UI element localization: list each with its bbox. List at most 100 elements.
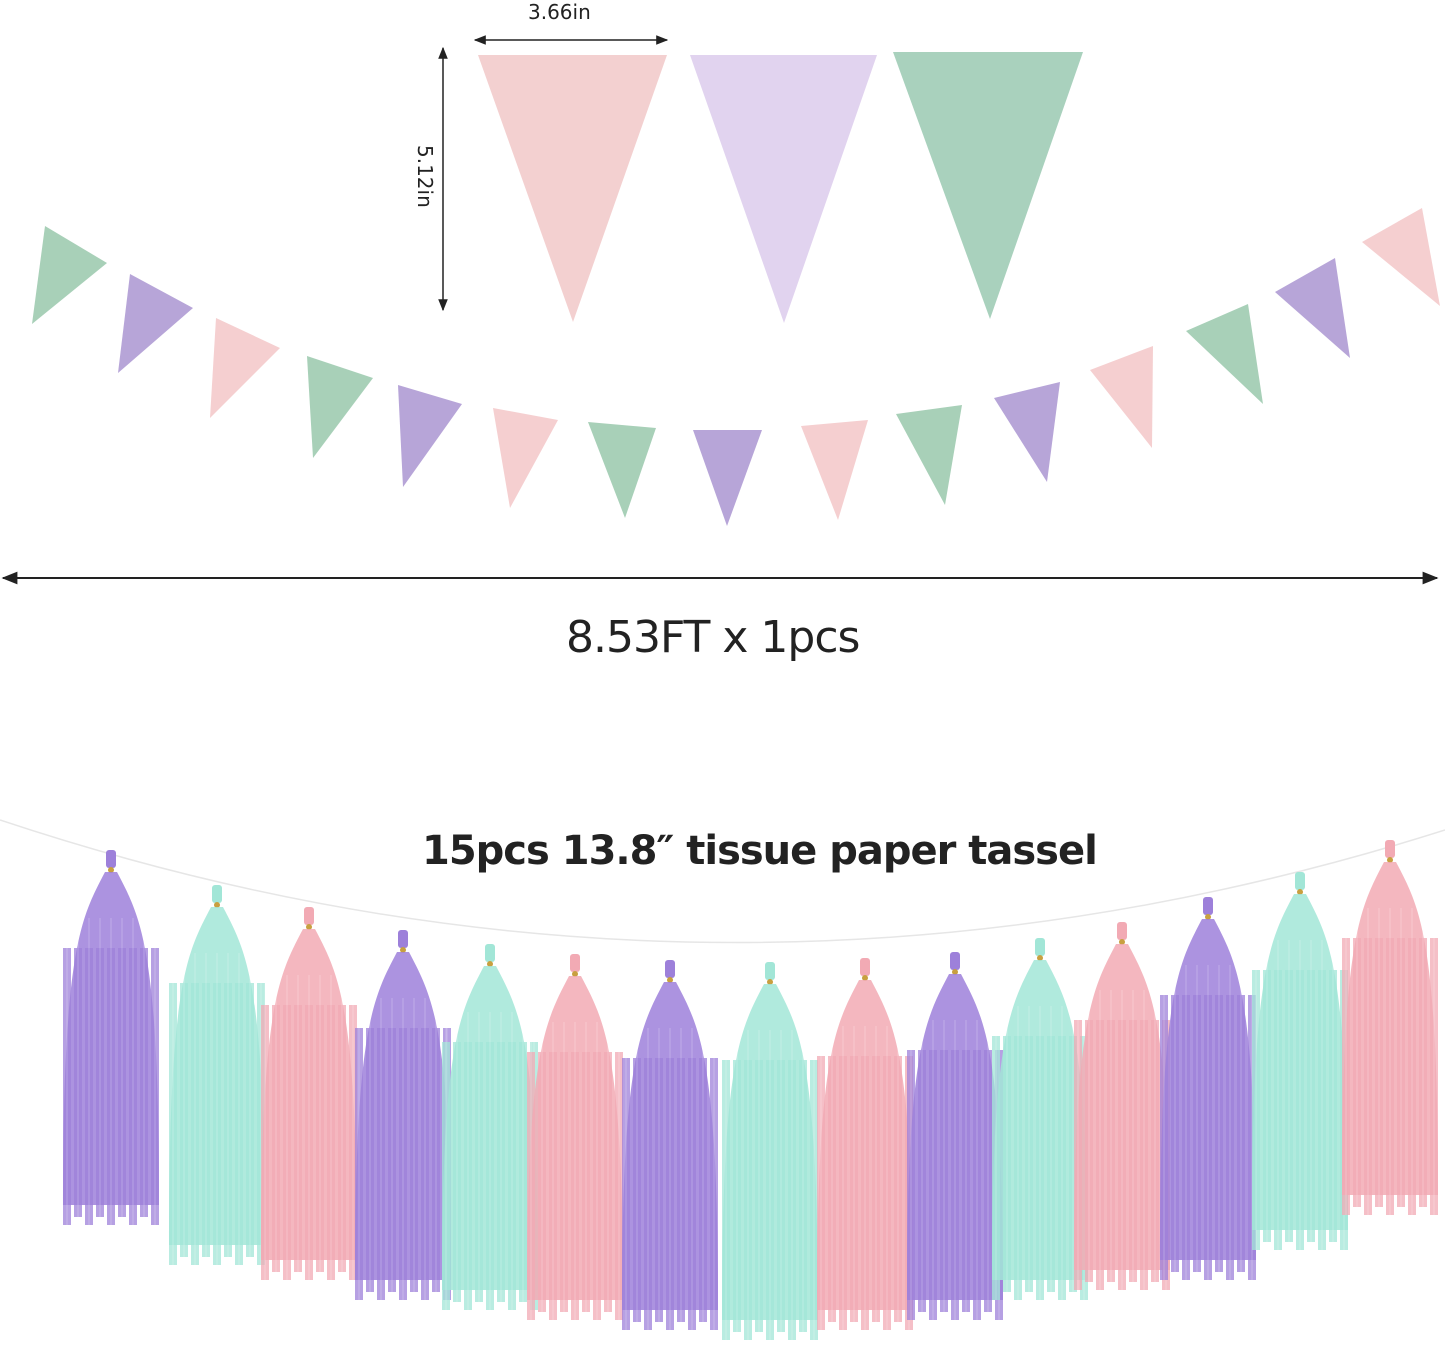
tassel-strand: [1408, 938, 1416, 1215]
tassel-loop: [1117, 922, 1127, 940]
large-pennant: [690, 55, 877, 323]
tassel-strand: [817, 1056, 825, 1330]
tassel-strand: [475, 1042, 483, 1302]
small-pennant: [896, 405, 962, 505]
tassel-strand: [1204, 995, 1212, 1280]
tassel-strand: [755, 1060, 763, 1332]
tassel-strand: [497, 1042, 505, 1302]
tassel-strand: [1226, 995, 1234, 1280]
tassel-strand: [722, 1060, 730, 1340]
small-pennant: [32, 226, 107, 324]
tassel-strand: [1118, 1020, 1126, 1290]
tassel-strand: [118, 948, 126, 1217]
tassel-strand: [1160, 995, 1168, 1280]
tassel-strand: [1096, 1020, 1104, 1290]
tassel-strand: [828, 1056, 836, 1322]
tassel-knot: [1387, 857, 1393, 863]
tassel-strand: [453, 1042, 461, 1302]
tassel-strand: [1342, 938, 1350, 1215]
tassel: [169, 885, 265, 1265]
tassel-strand: [246, 983, 254, 1257]
tassel: [817, 958, 913, 1330]
tassel-strand: [1047, 1036, 1055, 1292]
tassel-strand: [907, 1050, 915, 1320]
tassel-strand: [622, 1058, 630, 1330]
tassel-strand: [1215, 995, 1223, 1272]
tassel-strand: [973, 1050, 981, 1320]
tassel-knot: [1119, 939, 1125, 945]
tassel-loop: [485, 944, 495, 962]
tassel-strand: [571, 1052, 579, 1320]
tassel-loop: [1035, 938, 1045, 956]
tassel-strand: [1003, 1036, 1011, 1292]
tassel-strand: [1375, 938, 1383, 1207]
tassel-knot: [1297, 889, 1303, 895]
tassel-strand: [486, 1042, 494, 1310]
tassel-strand: [810, 1060, 818, 1340]
tassel-loop: [1203, 897, 1213, 915]
tassel-strand: [861, 1056, 869, 1330]
tassel-strand: [962, 1050, 970, 1312]
tassel-loop: [212, 885, 222, 903]
tassel-strand: [388, 1028, 396, 1292]
tassel-strand: [169, 983, 177, 1265]
large-pennant: [478, 55, 667, 322]
tassel-loop: [665, 960, 675, 978]
tassel: [722, 962, 818, 1340]
tassel-strand: [272, 1005, 280, 1272]
tassel-knot: [108, 867, 114, 873]
tassel-strand: [951, 1050, 959, 1320]
tassel-strand: [633, 1058, 641, 1322]
tassel-strand: [1307, 970, 1315, 1242]
tassel: [63, 850, 159, 1225]
tassel-knot: [862, 975, 868, 981]
tassel-knot: [487, 961, 493, 967]
tassel-strand: [1386, 938, 1394, 1215]
small-pennant: [210, 318, 280, 418]
tassel-strand: [1171, 995, 1179, 1272]
small-pennant: [1090, 346, 1153, 448]
tassel-strand: [85, 948, 93, 1225]
tassel-strand: [744, 1060, 752, 1340]
tassel-strand: [151, 948, 159, 1225]
small-pennant: [118, 274, 193, 373]
tassel-strand: [410, 1028, 418, 1292]
width-dimension-label: 3.66in: [528, 0, 591, 24]
tassel-knot: [1037, 955, 1043, 961]
tassel-strand: [349, 1005, 357, 1280]
tassel-strand: [191, 983, 199, 1265]
tassel-description-label: 15pcs 13.8″ tissue paper tassel: [422, 828, 1098, 874]
tassel-strand: [224, 983, 232, 1257]
small-pennant: [307, 356, 373, 458]
tassel-strand: [1296, 970, 1304, 1250]
tassel-strand: [688, 1058, 696, 1330]
tassel-strand: [1193, 995, 1201, 1272]
tassel-strand: [355, 1028, 363, 1300]
tassel-strand: [74, 948, 82, 1217]
small-pennant: [801, 420, 868, 520]
tassel-strand: [766, 1060, 774, 1340]
tassel-strand: [777, 1060, 785, 1332]
tassel-strand: [655, 1058, 663, 1322]
tassel-strand: [1237, 995, 1245, 1272]
tassel-strand: [508, 1042, 516, 1310]
tassel-strand: [305, 1005, 313, 1280]
small-pennant: [994, 382, 1060, 482]
tassel-strand: [733, 1060, 741, 1332]
tassel-strand: [883, 1056, 891, 1330]
tassel-strand: [560, 1052, 568, 1312]
tassel-loop: [398, 930, 408, 948]
tassel-strand: [107, 948, 115, 1225]
tassel: [355, 930, 451, 1300]
tassel-strand: [421, 1028, 429, 1300]
tassel-loop: [1295, 872, 1305, 890]
tassel-strand: [1014, 1036, 1022, 1300]
tassel-strand: [377, 1028, 385, 1300]
tassel-knot: [400, 947, 406, 953]
tassel-strand: [213, 983, 221, 1265]
tassel-strand: [96, 948, 104, 1217]
tassel-loop: [570, 954, 580, 972]
tassel-strand: [1329, 970, 1337, 1242]
tassel-strand: [442, 1042, 450, 1310]
